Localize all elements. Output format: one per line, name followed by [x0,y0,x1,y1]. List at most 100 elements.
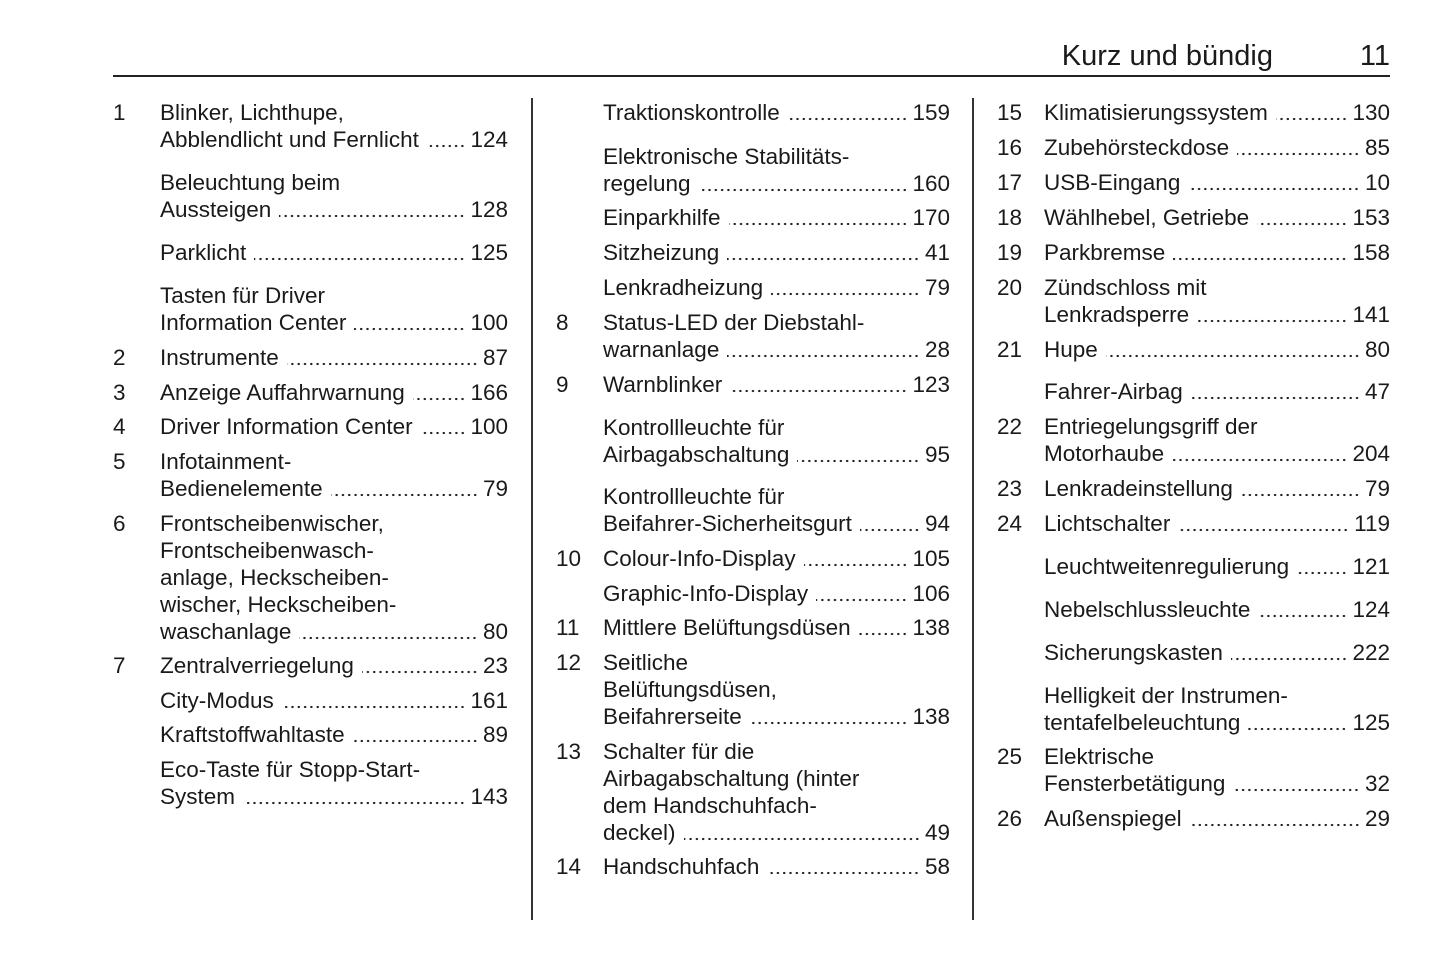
entry-text: tentafelbeleuchtung [1044,710,1241,735]
dot-leader [1257,221,1348,226]
column-divider [531,98,533,920]
dot-leader [243,800,466,805]
entry-text: Belüftungsdüsen, [603,677,777,702]
entry-text: USB-Eingang [1044,170,1181,195]
entry-text: Beleuchtung beim [160,170,341,195]
dot-leader [730,388,908,393]
entry-text: Elektronische Stabilitäts- [603,144,850,169]
dot-leader [683,836,920,841]
dot-leader [727,353,920,358]
dot-leader [1188,186,1360,191]
dot-leader [279,213,466,218]
entry-text: warnanlage [603,337,720,362]
entry-page: 80 [482,619,508,644]
entry-text: Eco-Taste für Stopp-Start- [160,757,421,782]
entry-text: Status-LED der Diebstahl- [603,310,865,335]
dot-leader [361,669,478,674]
entry-text: Mittlere Belüftungsdüsen [603,615,851,640]
entry-page: 89 [482,722,508,747]
entry-text: Instrumente [160,345,279,370]
entry-text: Fahrer-Airbag [1044,379,1183,404]
dot-leader [426,143,466,148]
entry-text: Driver Information Center [160,414,413,439]
entry-page: 94 [924,511,950,536]
entry-number: 20 [997,275,1023,300]
entry-page: 166 [470,380,508,405]
dot-leader [1233,787,1360,792]
entry-text: Parklicht [160,240,247,265]
entry-text: Traktionskontrolle [603,100,780,125]
dot-leader [420,430,466,435]
entry-text: Seitliche [603,650,689,675]
dot-leader [787,116,908,121]
entry-page: 106 [912,581,950,606]
entry-page: 159 [912,100,950,125]
entry-number: 18 [997,205,1023,230]
entry-page: 138 [912,615,950,640]
entry-page: 47 [1364,379,1390,404]
entry-text: deckel) [603,820,676,845]
dot-leader [1105,353,1360,358]
entry-text: Fensterbetätigung [1044,771,1226,796]
entry-text: Leuchtweitenregulierung [1044,554,1290,579]
entry-text: Motorhaube [1044,441,1165,466]
entry-number: 5 [113,449,126,474]
entry-text: Aussteigen [160,197,272,222]
dot-leader [816,597,908,602]
dot-leader [803,562,908,567]
entry-page: 23 [482,653,508,678]
entry-text: Sitzheizung [603,240,720,265]
dot-leader [727,256,920,261]
entry-number: 7 [113,653,126,678]
entry-text: Lenkradheizung [603,275,764,300]
dot-leader [354,326,466,331]
entry-number: 26 [997,806,1023,831]
entry-page: 123 [912,372,950,397]
entry-page: 160 [912,171,950,196]
entry-page: 222 [1352,640,1390,665]
entry-page: 79 [482,476,508,501]
entry-text: Helligkeit der Instrumen- [1044,683,1288,708]
entry-text: Lichtschalter [1044,511,1171,536]
entry-page: 49 [924,820,950,845]
entry-text: City-Modus [160,688,274,713]
entry-number: 4 [113,414,126,439]
entry-text: Information Center [160,310,347,335]
entry-text: Zentralverriegelung [160,653,354,678]
entry-text: Infotainment- [160,449,292,474]
dot-leader [1240,492,1360,497]
dot-leader [281,704,466,709]
entry-text: Sicherungskasten [1044,640,1223,665]
entry-page: 41 [924,240,950,265]
entry-text: regelung [603,171,691,196]
entry-text: Frontscheibenwasch- [160,538,374,563]
dot-leader [1248,726,1348,731]
entry-number: 3 [113,380,126,405]
entry-text: Abblendlicht und Fernlicht [160,127,419,152]
entry-number: 9 [556,372,569,397]
entry-page: 158 [1352,240,1390,265]
dot-leader [767,870,920,875]
entry-number: 22 [997,414,1023,439]
entry-page: 87 [482,345,508,370]
entry-text: Elektrische [1044,744,1155,769]
entry-number: 13 [556,739,582,764]
entry-page: 10 [1364,170,1390,195]
entry-text: Klimatisierungssystem [1044,100,1268,125]
entry-page: 124 [1352,597,1390,622]
entry-number: 12 [556,650,582,675]
entry-text: Airbagabschaltung (hinter [603,766,860,791]
dot-leader [1172,457,1348,462]
entry-number: 11 [556,615,580,640]
dot-leader [1230,656,1348,661]
entry-text: Außenspiegel [1044,806,1182,831]
entry-page: 79 [1364,476,1390,501]
page-number: 11 [1359,40,1390,72]
entry-number: 15 [997,100,1023,125]
entry-page: 58 [924,854,950,879]
dot-leader [728,221,908,226]
dot-leader [859,527,920,532]
dot-leader [1178,527,1350,532]
entry-number: 2 [113,345,126,370]
entry-text: Lenkradeinstellung [1044,476,1233,501]
